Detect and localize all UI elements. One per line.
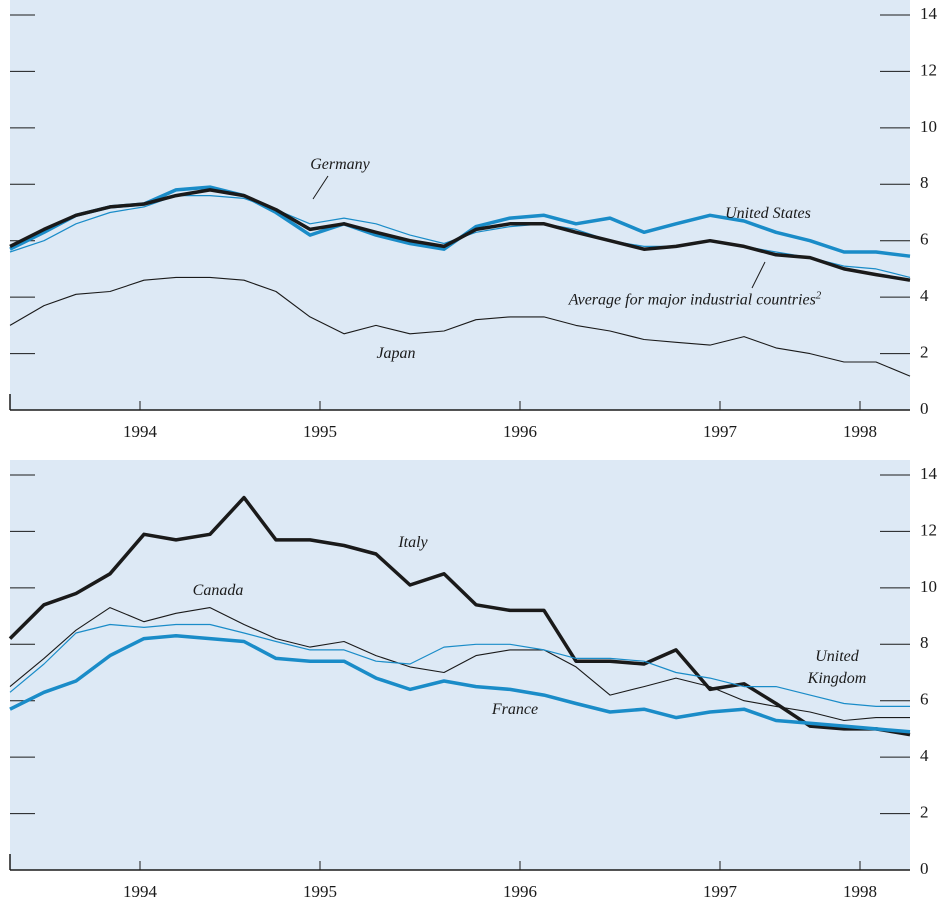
x-tick-label: 1996 [503, 422, 537, 441]
y-tick-label: 0 [920, 859, 929, 878]
plot-background [10, 460, 910, 870]
y-tick-label: 2 [920, 342, 929, 361]
x-tick-label: 1997 [703, 422, 738, 441]
series-label: Average for major industrial countries2 [569, 284, 822, 311]
series-name: Italy [398, 534, 428, 551]
y-tick-label: 4 [920, 286, 929, 305]
series-name: United Kingdom [807, 648, 867, 687]
series-line [9, 188, 911, 282]
series-name: Canada [192, 582, 244, 599]
y-tick-label: 6 [920, 230, 929, 249]
leader-line [751, 261, 766, 289]
y-tick-label: 2 [920, 802, 929, 821]
series-label: Canada [193, 580, 244, 602]
series-label: France [492, 699, 538, 721]
x-tick-label: 1995 [303, 882, 337, 901]
y-tick-label: 0 [920, 399, 929, 418]
series-name: Average for major industrial countries [568, 291, 816, 309]
y-tick-label: 8 [920, 173, 929, 192]
footnote-mark: 2 [815, 289, 822, 302]
y-tick-label: 10 [920, 117, 937, 136]
y-tick-label: 12 [920, 520, 937, 539]
series-line [9, 607, 910, 722]
series-name: France [491, 701, 539, 718]
x-tick-label: 1997 [703, 882, 738, 901]
series-label: Germany [310, 154, 370, 176]
x-tick-label: 1998 [843, 882, 877, 901]
series-line [9, 276, 911, 377]
x-tick-label: 1998 [843, 422, 877, 441]
y-tick-label: 12 [920, 60, 937, 79]
series-line [9, 634, 911, 734]
series-label: Japan [376, 343, 415, 365]
y-tick-label: 6 [920, 690, 929, 709]
x-tick-label: 1994 [123, 422, 158, 441]
series-line [8, 495, 911, 737]
series-label: Italy [398, 532, 427, 554]
series-label: United Kingdom [797, 646, 877, 690]
series-line [9, 623, 910, 707]
series-name: Germany [310, 156, 370, 173]
y-tick-label: 10 [920, 577, 937, 596]
y-tick-label: 14 [920, 464, 938, 483]
leader-line [312, 175, 329, 200]
plot-background [10, 0, 910, 410]
series-name: Japan [376, 345, 416, 362]
y-tick-label: 8 [920, 633, 929, 652]
x-tick-label: 1995 [303, 422, 337, 441]
y-tick-label: 14 [920, 4, 938, 23]
series-name: United States [725, 205, 811, 222]
x-tick-label: 1996 [503, 882, 537, 901]
x-tick-label: 1994 [123, 882, 158, 901]
series-label: United States [725, 203, 811, 225]
y-tick-label: 4 [920, 746, 929, 765]
